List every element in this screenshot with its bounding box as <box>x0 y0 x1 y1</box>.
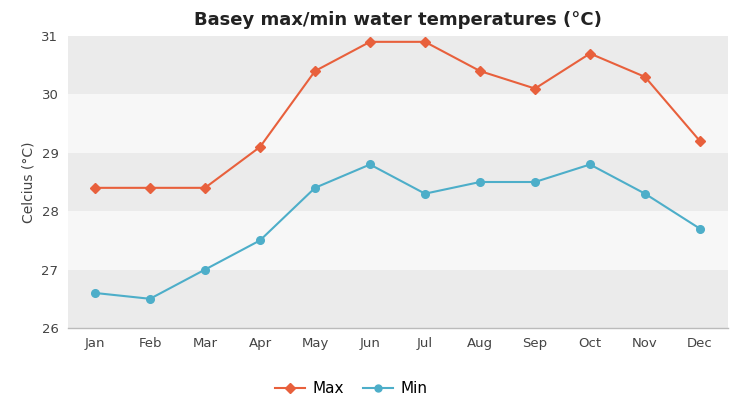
Bar <box>68 211 728 270</box>
Title: Basey max/min water temperatures (°C): Basey max/min water temperatures (°C) <box>194 11 602 29</box>
Bar <box>68 270 728 328</box>
Bar <box>68 36 728 94</box>
Y-axis label: Celcius (°C): Celcius (°C) <box>22 141 36 223</box>
Bar <box>68 153 728 211</box>
Bar <box>68 94 728 153</box>
Legend: Max, Min: Max, Min <box>268 375 434 400</box>
